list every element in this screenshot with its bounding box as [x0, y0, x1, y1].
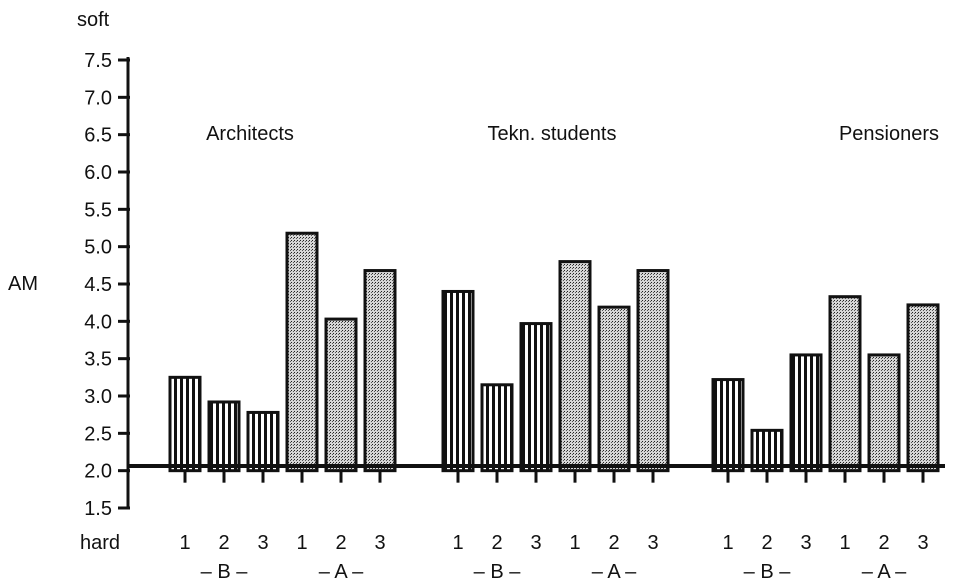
category-label: 3	[374, 532, 385, 554]
category-label: 1	[179, 532, 190, 554]
category-label: 3	[647, 532, 658, 554]
bar	[597, 305, 631, 473]
category-label: 1	[569, 532, 580, 554]
category-label: 2	[761, 532, 772, 554]
category-label: 1	[839, 532, 850, 554]
subgroup-label: – A –	[592, 561, 637, 583]
y-tick-label: 1.5	[84, 498, 112, 520]
bar	[246, 410, 280, 473]
category-label: 3	[257, 532, 268, 554]
bar	[207, 400, 241, 473]
y-tick-label: 4.5	[84, 274, 112, 296]
y-tick-label: 3.0	[84, 386, 112, 408]
subgroup-label: – A –	[319, 561, 364, 583]
group-label: Architects	[206, 123, 294, 145]
y-axis-bottom-label: hard	[80, 532, 120, 554]
bar	[828, 295, 862, 473]
y-tick-label: 3.5	[84, 349, 112, 371]
category-label: 3	[800, 532, 811, 554]
category-label: 1	[452, 532, 463, 554]
bar	[480, 383, 514, 473]
bar	[789, 353, 823, 473]
y-tick-label: 2.5	[84, 423, 112, 445]
y-tick-label: 2.0	[84, 461, 112, 483]
category-label: 1	[722, 532, 733, 554]
group-label: Tekn. students	[488, 123, 617, 145]
category-label: 2	[608, 532, 619, 554]
bar	[168, 375, 202, 473]
subgroup-label: – B –	[744, 561, 792, 583]
bar	[867, 353, 901, 473]
category-label: 1	[296, 532, 307, 554]
bar	[441, 289, 475, 473]
bar	[636, 269, 670, 473]
category-label: 3	[530, 532, 541, 554]
y-axis-top-label: soft	[77, 9, 110, 31]
subgroup-label: – B –	[474, 561, 522, 583]
y-tick-label: 7.0	[84, 87, 112, 109]
bar	[711, 378, 745, 473]
y-tick-label: 6.0	[84, 162, 112, 184]
y-tick-label: 5.0	[84, 237, 112, 259]
bars	[168, 231, 940, 483]
bar	[558, 260, 592, 473]
category-label: 2	[218, 532, 229, 554]
category-labels: Architects 1 2 3 1 2 3 – B – – A – Tekn. students…	[179, 123, 939, 583]
y-tick-label: 4.0	[84, 311, 112, 333]
bar	[906, 303, 940, 473]
y-tick-label: 6.5	[84, 125, 112, 147]
category-label: 3	[917, 532, 928, 554]
bar	[324, 317, 358, 473]
group-label: Pensioners	[839, 123, 939, 145]
y-tick-label: 7.5	[84, 50, 112, 72]
category-label: 2	[491, 532, 502, 554]
bar	[363, 269, 397, 473]
y-tick-label: 5.5	[84, 199, 112, 221]
bar	[519, 322, 553, 473]
subgroup-label: – A –	[862, 561, 907, 583]
y-axis-ticks: 7.5 7.0 6.5 6.0 5.5 5.0 4.5 4.0 3.5 3.0 2.5 2.0 1.5	[84, 50, 130, 520]
y-axis-title: AM	[8, 273, 38, 295]
subgroup-label: – B –	[201, 561, 249, 583]
bar	[285, 231, 319, 473]
category-label: 2	[335, 532, 346, 554]
category-label: 2	[878, 532, 889, 554]
